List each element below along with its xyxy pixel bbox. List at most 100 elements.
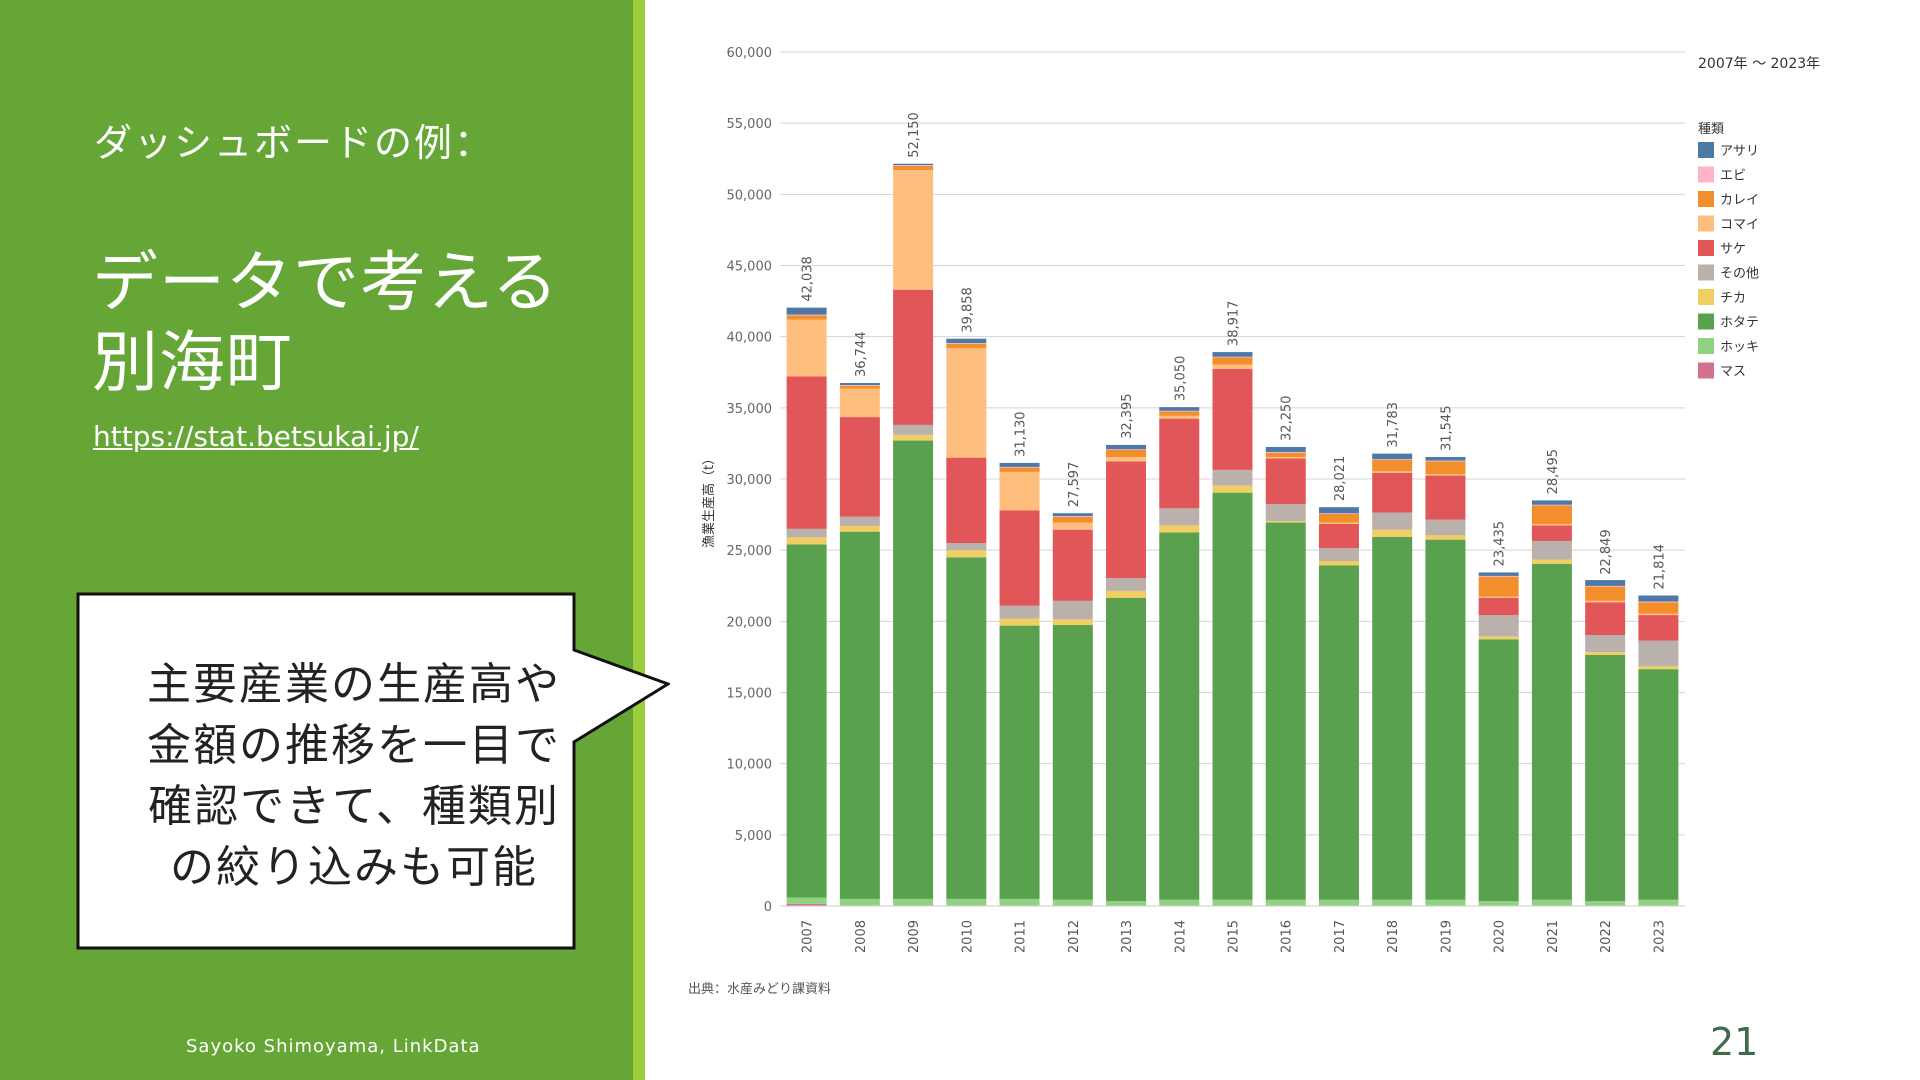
- date-range-label: 2007年 ～ 2023年: [1698, 56, 1820, 72]
- bar-segment: [1372, 512, 1413, 530]
- bar-segment: [946, 557, 987, 899]
- bar-segment: [1425, 539, 1466, 900]
- bar-segment: [1585, 652, 1626, 655]
- legend-swatch: [1698, 362, 1714, 379]
- y-tick-label: 35,000: [727, 402, 773, 417]
- bar-total-label: 31,130: [1014, 411, 1029, 457]
- bar-segment: [893, 434, 934, 441]
- x-tick-label: 2022: [1599, 920, 1614, 953]
- bar-segment: [1265, 452, 1306, 453]
- bar-segment: [999, 605, 1040, 619]
- bar-segment: [1531, 523, 1572, 526]
- bar-segment: [1212, 368, 1253, 470]
- bar-segment: [1531, 899, 1572, 906]
- bar-total-label: 42,038: [801, 256, 816, 302]
- bar-segment: [1159, 525, 1200, 533]
- page-number: 21: [1710, 1020, 1759, 1064]
- bar-total-label: 38,917: [1227, 301, 1242, 347]
- bar-segment: [999, 471, 1040, 511]
- bar-segment: [999, 898, 1040, 906]
- bar-segment: [1106, 449, 1147, 450]
- bar-segment: [1585, 580, 1626, 586]
- y-tick-label: 50,000: [727, 188, 773, 203]
- legend-title: 種類: [1698, 121, 1724, 137]
- dashboard-link[interactable]: https://stat.betsukai.jp/: [93, 420, 419, 453]
- bar-segment: [1106, 449, 1147, 458]
- x-tick-label: 2021: [1546, 920, 1561, 953]
- bar-segment: [893, 424, 934, 435]
- bar-segment: [1159, 407, 1200, 411]
- bar-segment: [786, 307, 827, 315]
- bar-segment: [893, 170, 934, 290]
- bar-segment: [1212, 899, 1253, 906]
- x-tick-label: 2011: [1014, 920, 1029, 953]
- bar-segment: [999, 467, 1040, 472]
- legend-swatch: [1698, 289, 1714, 305]
- bar-segment: [1159, 411, 1200, 416]
- slide-title: データで考える 別海町: [92, 243, 612, 403]
- bar-segment: [1265, 458, 1306, 505]
- bar-segment: [1372, 459, 1413, 472]
- bar-segment: [1372, 536, 1413, 900]
- bar-segment: [1638, 615, 1679, 641]
- legend-label: その他: [1720, 267, 1759, 282]
- bar-segment: [1159, 410, 1200, 412]
- bar-segment: [1585, 586, 1626, 601]
- bar-segment: [1212, 357, 1253, 365]
- bar-segment: [1052, 899, 1093, 906]
- legend-swatch: [1698, 215, 1714, 232]
- bar-segment: [1425, 535, 1466, 540]
- bar-segment: [1265, 521, 1306, 523]
- bar-segment: [893, 163, 934, 166]
- bar-segment: [1318, 523, 1359, 549]
- x-tick-label: 2008: [854, 920, 869, 953]
- legend-swatch: [1698, 240, 1714, 256]
- legend-swatch: [1698, 142, 1714, 158]
- bar-segment: [1318, 514, 1359, 523]
- callout-line3: 確認できて、種類別: [148, 781, 560, 832]
- bar-segment: [893, 165, 934, 166]
- bar-segment: [1106, 578, 1147, 591]
- bar-segment: [1372, 471, 1413, 473]
- bar-segment: [1159, 418, 1200, 509]
- callout-line2: 金額の推移を一目で: [147, 720, 561, 771]
- slide-title-line1: データで考える: [92, 244, 560, 321]
- bar-segment: [839, 385, 880, 386]
- bar-segment: [1478, 572, 1519, 576]
- bar-segment: [1638, 613, 1679, 616]
- bar-segment: [1638, 602, 1679, 614]
- bar-segment: [1531, 525, 1572, 542]
- bar-segment: [1478, 615, 1519, 637]
- bar-segment: [1212, 469, 1253, 486]
- bar-segment: [1585, 654, 1626, 902]
- legend-label: アサリ: [1720, 144, 1759, 159]
- bar-segment: [1638, 669, 1679, 900]
- bar-segment: [786, 897, 827, 904]
- bar-segment: [1159, 508, 1200, 526]
- bar-segment: [1265, 522, 1306, 900]
- bar-segment: [1052, 516, 1093, 523]
- x-tick-label: 2016: [1280, 920, 1295, 953]
- y-tick-label: 55,000: [727, 117, 773, 132]
- x-tick-label: 2018: [1386, 920, 1401, 953]
- bar-segment: [1478, 636, 1519, 640]
- accent-stripe: [633, 0, 645, 1080]
- y-tick-label: 60,000: [727, 46, 773, 61]
- bar-segment: [1585, 602, 1626, 635]
- bar-segment: [946, 457, 987, 544]
- bar-total-label: 31,783: [1386, 402, 1401, 448]
- bar-segment: [1318, 548, 1359, 561]
- bar-segment: [1318, 522, 1359, 524]
- bar-segment: [946, 898, 987, 906]
- bar-segment: [1425, 474, 1466, 476]
- bar-segment: [946, 543, 987, 551]
- x-tick-label: 2009: [907, 920, 922, 953]
- y-tick-label: 40,000: [727, 331, 773, 346]
- bar-segment: [1372, 529, 1413, 537]
- bar-segment: [786, 537, 827, 545]
- bar-segment: [839, 417, 880, 517]
- x-tick-label: 2013: [1120, 920, 1135, 953]
- bar-segment: [1638, 601, 1679, 603]
- bar-segment: [946, 343, 987, 344]
